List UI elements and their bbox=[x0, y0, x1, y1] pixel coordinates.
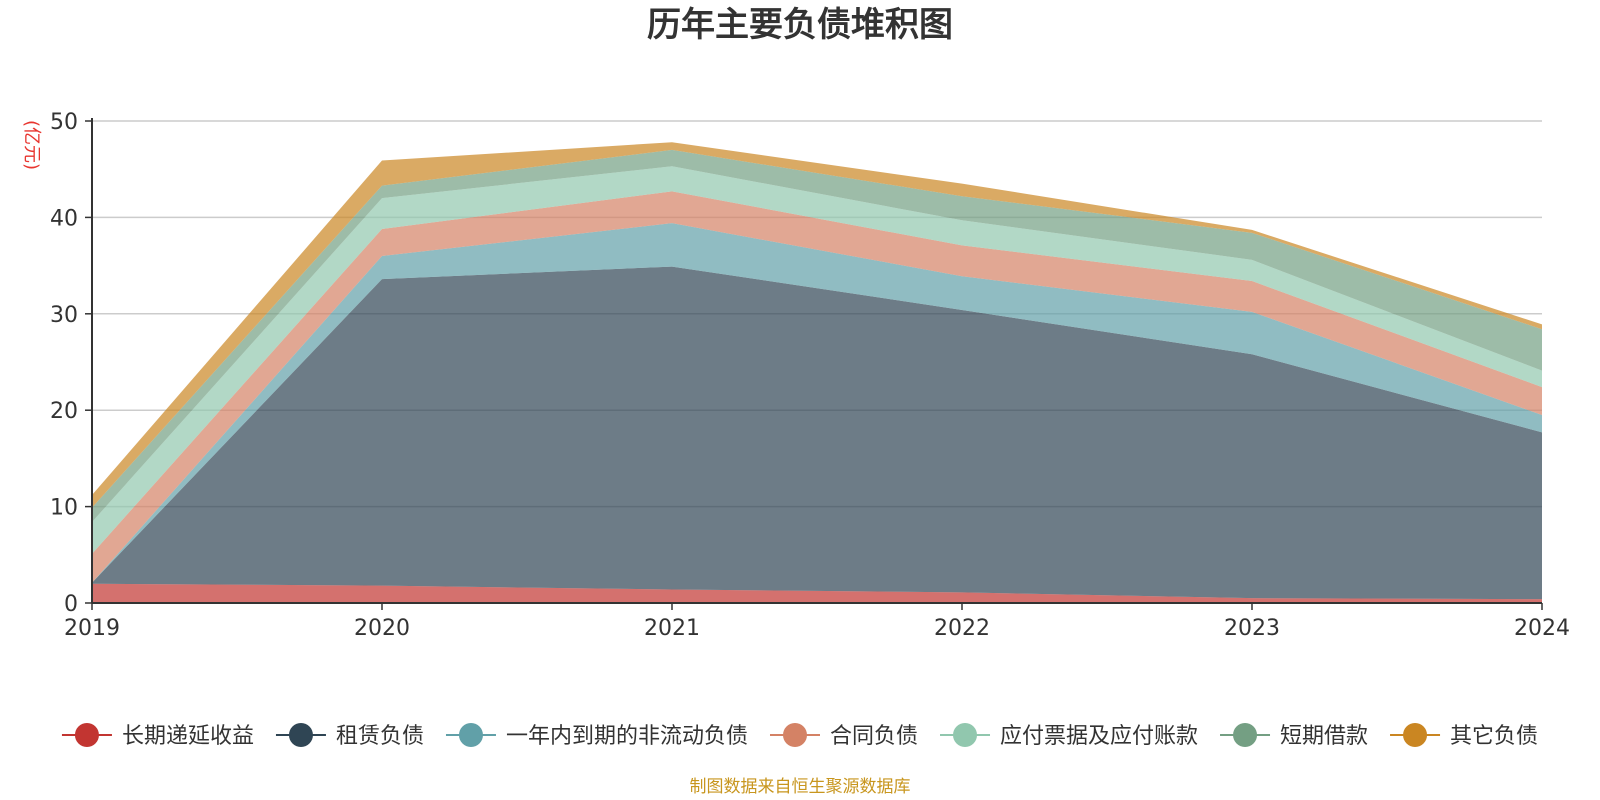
x-tick-label-2021: 2021 bbox=[644, 616, 700, 641]
legend-item-2[interactable]: 租赁负债 bbox=[275, 723, 424, 749]
source-footnote: 制图数据来自恒生聚源数据库 bbox=[690, 777, 911, 797]
legend-marker-4 bbox=[782, 723, 807, 747]
legend-item-5[interactable]: 应付票据及应付账款 bbox=[940, 723, 1198, 749]
legend-label-2: 租赁负债 bbox=[336, 724, 424, 749]
area-series-6[interactable] bbox=[92, 149, 1542, 523]
area-series-3[interactable] bbox=[92, 223, 1542, 583]
legend-item-6[interactable]: 短期借款 bbox=[1220, 723, 1368, 749]
x-tick-label-2019: 2019 bbox=[64, 616, 120, 641]
x-tick-label-2020: 2020 bbox=[354, 616, 410, 641]
legend-label-4: 合同负债 bbox=[830, 724, 918, 749]
y-tick-label-30: 30 bbox=[50, 303, 78, 328]
legend[interactable]: 长期递延收益 租赁负债 一年内到期的非流动负债 合同负债 应付票据及应付账款 短期借款 其它… bbox=[61, 723, 1538, 749]
legend-label-1: 长期递延收益 bbox=[122, 724, 254, 749]
legend-marker-6 bbox=[1233, 723, 1258, 747]
legend-marker-3 bbox=[458, 723, 483, 747]
legend-marker-2 bbox=[288, 723, 313, 747]
legend-label-6: 短期借款 bbox=[1280, 724, 1368, 749]
x-tick-label-2024: 2024 bbox=[1514, 616, 1570, 641]
axes: 0 10 20 30 40 50 2019 2020 2021 2022 2023 2024 bbox=[50, 110, 1570, 641]
legend-marker-1 bbox=[74, 723, 99, 747]
y-tick-label-10: 10 bbox=[50, 496, 78, 521]
legend-item-3[interactable]: 一年内到期的非流动负债 bbox=[445, 723, 748, 749]
y-tick-label-50: 50 bbox=[50, 110, 78, 135]
legend-label-3: 一年内到期的非流动负债 bbox=[506, 724, 748, 749]
legend-item-7[interactable]: 其它负债 bbox=[1390, 723, 1538, 749]
area-series-2[interactable] bbox=[92, 266, 1542, 600]
x-tick-label-2023: 2023 bbox=[1224, 616, 1280, 641]
legend-item-4[interactable]: 合同负债 bbox=[769, 723, 918, 749]
legend-marker-7 bbox=[1403, 723, 1428, 747]
area-series bbox=[92, 142, 1542, 603]
y-tick-label-20: 20 bbox=[50, 399, 78, 424]
chart-title: 历年主要负债堆积图 bbox=[647, 5, 953, 45]
y-axis-unit-label: (亿元) bbox=[21, 120, 42, 170]
area-series-5[interactable] bbox=[92, 166, 1542, 554]
area-series-4[interactable] bbox=[92, 191, 1542, 583]
y-tick-label-0: 0 bbox=[64, 592, 78, 617]
legend-item-1[interactable]: 长期递延收益 bbox=[61, 723, 254, 749]
legend-marker-5 bbox=[953, 723, 978, 747]
area-series-1[interactable] bbox=[92, 583, 1542, 603]
legend-label-5: 应付票据及应付账款 bbox=[1000, 724, 1198, 749]
legend-label-7: 其它负债 bbox=[1450, 724, 1538, 749]
x-tick-label-2022: 2022 bbox=[934, 616, 990, 641]
y-tick-label-40: 40 bbox=[50, 206, 78, 231]
